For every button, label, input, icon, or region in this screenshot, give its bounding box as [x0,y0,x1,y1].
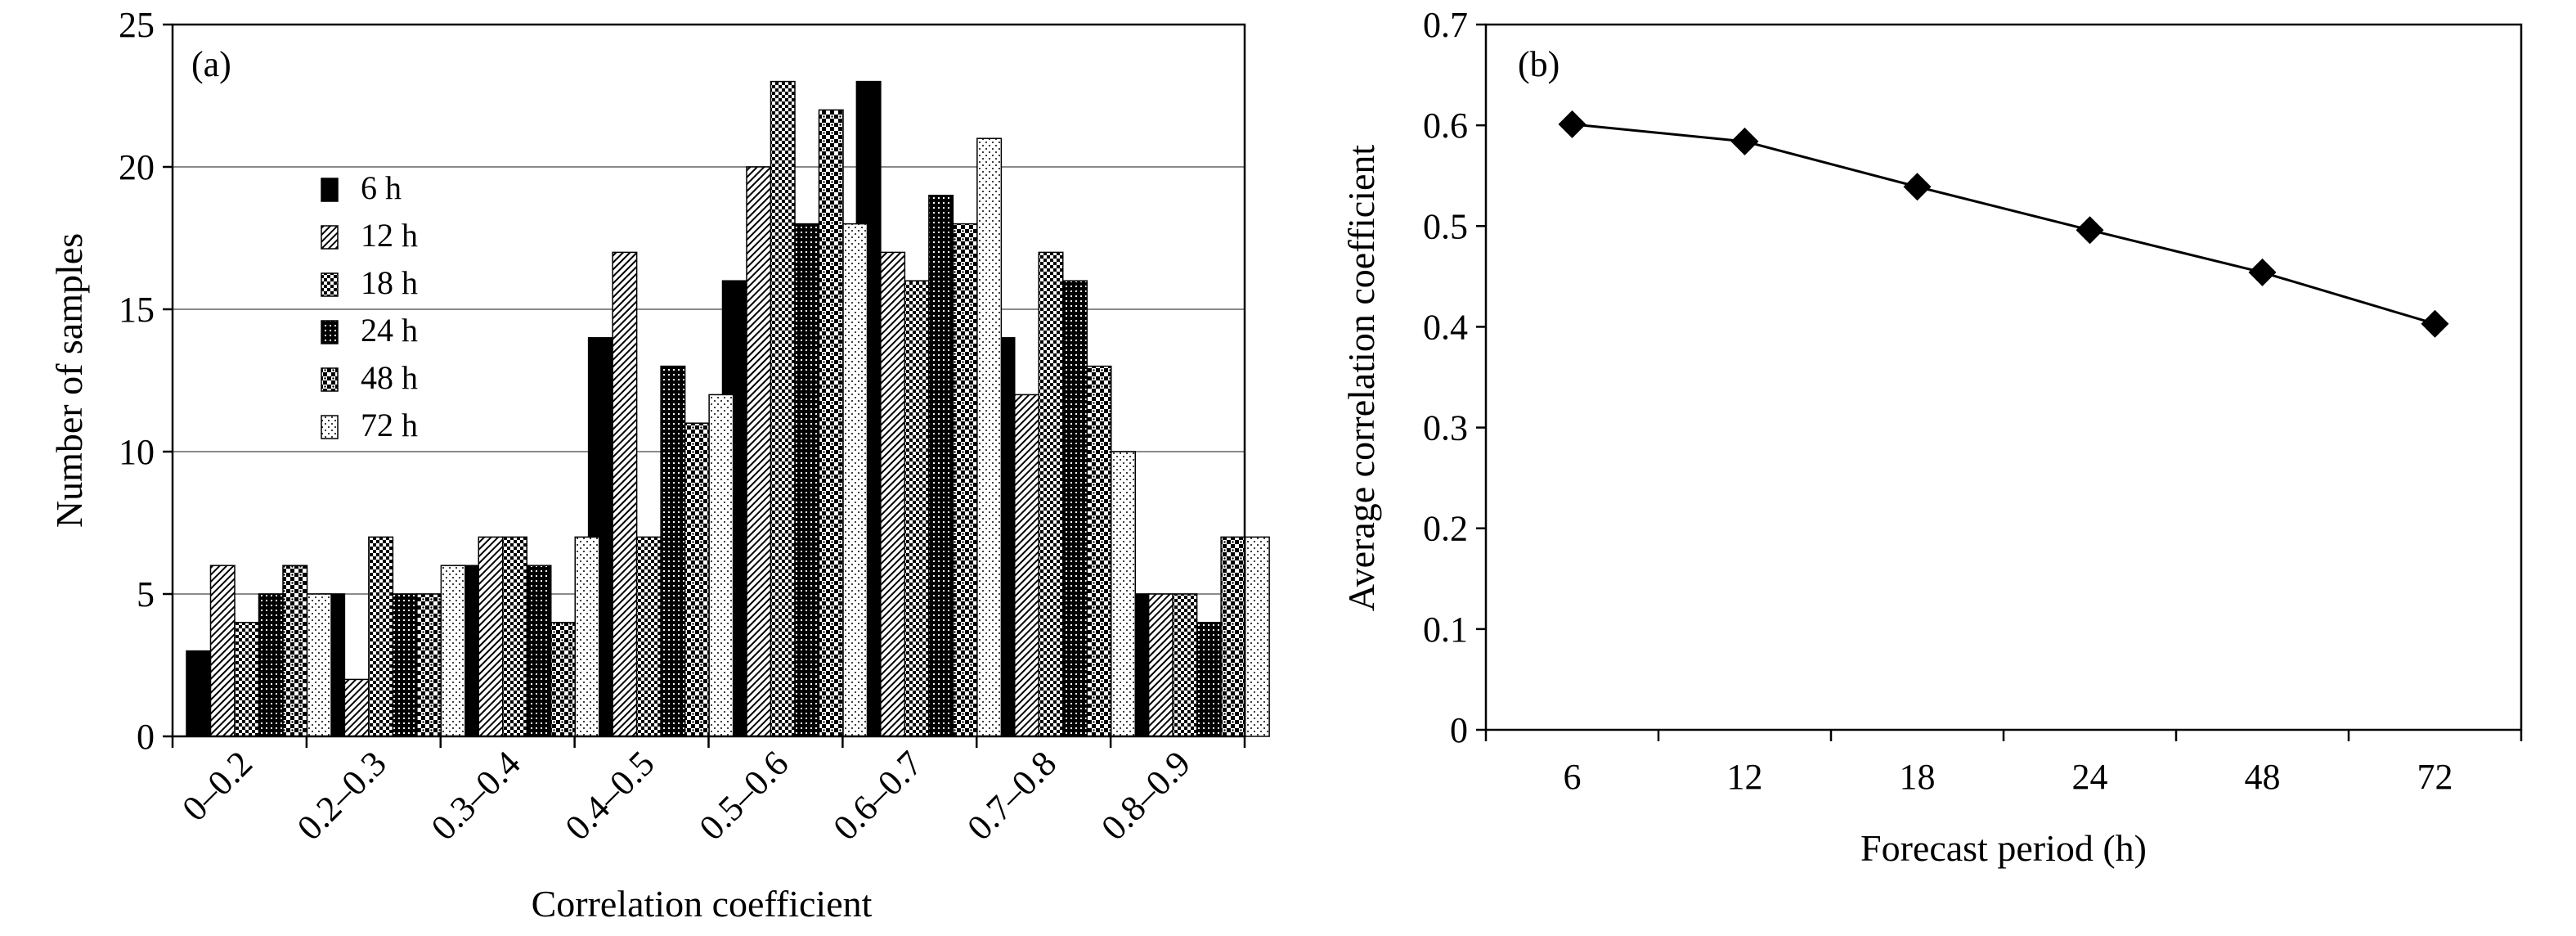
bar [574,536,600,737]
bar [746,166,772,737]
bar [794,223,820,737]
y-tick-label-a: 25 [119,5,155,45]
legend-label: 24 h [361,312,418,349]
x-tick-label-a: 0–0.2 [174,743,260,829]
bar [1172,593,1198,737]
legend-swatch [321,272,339,297]
legend-label: 6 h [361,169,402,206]
bar [1038,251,1064,737]
y-tick-label-a: 10 [119,432,155,472]
bar [1220,536,1246,737]
y-tick-label-a: 5 [137,574,155,614]
bar [306,593,332,737]
bar [526,565,552,737]
bar [186,650,212,737]
x-tick-label-b: 6 [1564,757,1582,797]
legend-swatch [321,367,339,392]
bar [1244,536,1270,737]
bar [502,536,527,737]
bar [368,536,394,737]
x-tick-label-a: 0.7–0.8 [959,743,1064,848]
bar [708,394,734,737]
bar [392,593,418,737]
data-point [2421,309,2449,338]
x-tick-label-a: 0.5–0.6 [692,743,797,848]
legend-label: 48 h [361,359,418,396]
x-tick-label-b: 48 [2245,757,2281,797]
data-point [1558,110,1586,138]
data-point [1903,173,1932,201]
bar [928,195,954,737]
bar [440,565,466,737]
bar [1111,451,1136,737]
legend-swatch [321,320,339,344]
series-line [1572,123,2435,326]
data-point [2248,258,2277,286]
legend-swatch [321,178,339,202]
bar [1196,622,1222,737]
x-tick-label-b: 72 [2417,757,2453,797]
y-tick-label-b: 0.6 [1423,106,1468,146]
bar [343,678,370,737]
y-tick-label-b: 0.4 [1423,307,1468,347]
bar [416,593,442,737]
x-tick-label-a: 0.8–0.9 [1093,743,1198,848]
bar [1062,280,1088,737]
x-tick-label-a: 0.4–0.5 [558,743,662,848]
bar [612,251,638,737]
x-tick-label-b: 12 [1727,757,1763,797]
x-tick-label-a: 0.2–0.3 [289,743,394,848]
y-axis-title-b: Average correlation coefficient [1340,145,1382,612]
panel-label-a: (a) [191,44,231,84]
bar [1014,394,1039,737]
bar [880,251,906,737]
bar [952,223,978,737]
data-point [1730,127,1759,155]
bar [209,565,236,737]
y-axis-title-a: Number of samples [48,233,90,528]
x-tick-label-b: 24 [2072,757,2108,797]
y-tick-label-b: 0.5 [1423,206,1468,246]
x-axis-title-b: Forecast period (h) [1860,827,2147,869]
y-tick-label-a: 0 [137,717,155,757]
legend-label: 72 h [361,407,418,443]
legend-swatch [321,225,339,250]
chart-b: 0 0.1 0.2 0.3 0.4 0.5 0.6 0.7 6 12 18 24 48 72 Forecas… [1340,5,2523,869]
legend-label: 12 h [361,217,418,254]
bar [550,622,576,737]
y-tick-label-a: 20 [119,147,155,187]
bar [660,365,686,737]
bar [234,622,260,737]
bar [818,109,844,737]
bar [478,536,504,737]
bar [635,536,662,737]
y-tick-label-b: 0.3 [1423,408,1468,448]
y-tick-label-a: 15 [119,290,155,330]
x-tick-label-b: 18 [1900,757,1936,797]
x-tick-label-a: 0.6–0.7 [825,743,930,848]
y-tick-label-b: 0 [1450,710,1468,750]
bar [842,223,868,737]
bar [684,422,710,737]
data-point [2076,216,2104,245]
x-axis-title-a: Correlation coefficient [532,883,873,925]
bar [1086,365,1112,737]
bar [258,593,284,737]
bar [1147,593,1174,737]
legend-swatch [321,415,339,439]
bar [976,137,1003,737]
x-tick-label-a: 0.3–0.4 [424,743,528,848]
bar [282,565,308,737]
bar [904,280,930,737]
legend-label: 18 h [361,264,418,301]
y-tick-label-b: 0.2 [1423,509,1468,549]
bar [770,80,796,737]
y-tick-label-b: 0.1 [1423,610,1468,650]
chart-a: 0 5 10 15 20 25 0–0.2 0.2–0.3 0.3–0.4 0.4–0.5 0.5–… [48,5,1270,925]
y-tick-label-b: 0.7 [1423,5,1468,45]
panel-label-b: (b) [1518,44,1560,84]
